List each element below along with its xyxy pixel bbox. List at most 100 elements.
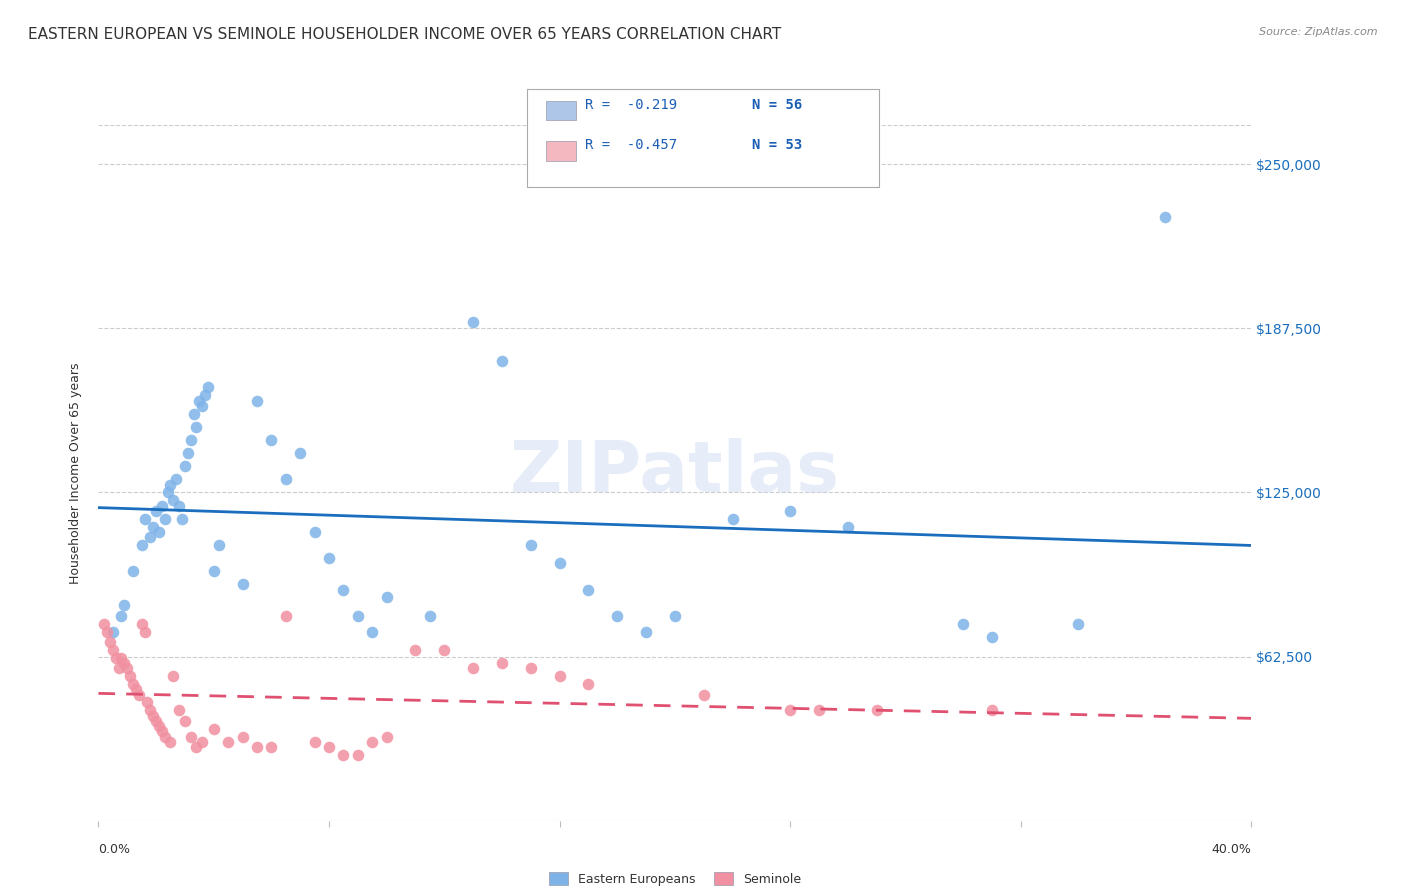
Point (664, 608, 686, 623)
Point (142, 519, 165, 533)
Point (274, 472, 297, 486)
Point (162, 669, 184, 683)
Point (122, 564, 145, 578)
Point (101, 624, 124, 639)
Point (110, 608, 132, 623)
Legend: Eastern Europeans, Seminole: Eastern Europeans, Seminole (544, 867, 806, 891)
Point (128, 688, 150, 702)
Point (180, 730, 202, 744)
Text: Source: ZipAtlas.com: Source: ZipAtlas.com (1260, 27, 1378, 37)
Point (231, 577, 254, 591)
Point (162, 493, 184, 508)
Point (246, 740, 269, 755)
Point (153, 730, 176, 744)
Point (110, 651, 132, 665)
Y-axis label: Householder Income Over 65 years: Householder Income Over 65 years (69, 362, 83, 583)
Point (332, 747, 354, 762)
Point (96, 624, 118, 639)
Point (150, 499, 173, 513)
Point (548, 669, 571, 683)
Point (148, 719, 170, 733)
Point (202, 722, 225, 736)
Point (318, 740, 340, 755)
Point (491, 354, 513, 368)
Point (419, 608, 441, 623)
Point (197, 380, 219, 394)
Point (167, 499, 190, 513)
Point (1067, 616, 1090, 631)
Point (578, 677, 600, 691)
Point (375, 591, 398, 605)
Point (318, 551, 340, 566)
Text: ZIPatlas: ZIPatlas (510, 438, 839, 508)
Point (346, 747, 368, 762)
Point (520, 661, 543, 675)
Point (174, 459, 197, 474)
Point (636, 624, 658, 639)
Point (145, 504, 167, 518)
Point (304, 735, 326, 749)
Point (952, 616, 974, 631)
Point (260, 433, 283, 447)
Point (112, 656, 135, 670)
Text: R =  -0.457: R = -0.457 (585, 138, 678, 152)
Text: N = 53: N = 53 (752, 138, 803, 152)
Point (125, 682, 148, 697)
Point (188, 393, 211, 408)
Point (145, 714, 167, 728)
Point (139, 703, 162, 717)
Point (174, 714, 197, 728)
Point (246, 393, 269, 408)
Point (866, 703, 889, 717)
Point (807, 703, 830, 717)
Point (150, 724, 173, 739)
Point (217, 735, 239, 749)
Text: 0.0%: 0.0% (98, 843, 131, 856)
Point (134, 512, 156, 526)
Point (177, 446, 200, 460)
Point (153, 512, 176, 526)
Point (98, 635, 121, 649)
Point (131, 538, 153, 552)
Point (134, 624, 156, 639)
Point (165, 472, 187, 486)
Text: N = 56: N = 56 (752, 98, 803, 112)
Point (332, 582, 354, 597)
Point (981, 703, 1004, 717)
Point (290, 446, 312, 460)
Point (159, 477, 181, 491)
Point (136, 696, 159, 710)
Point (167, 703, 190, 717)
Point (375, 730, 398, 744)
Point (548, 557, 571, 571)
Point (131, 616, 153, 631)
Point (578, 582, 600, 597)
Point (101, 643, 124, 657)
Point (186, 419, 208, 434)
Point (148, 524, 170, 539)
Point (191, 735, 214, 749)
Point (491, 656, 513, 670)
Text: 40.0%: 40.0% (1212, 843, 1251, 856)
Text: EASTERN EUROPEAN VS SEMINOLE HOUSEHOLDER INCOME OVER 65 YEARS CORRELATION CHART: EASTERN EUROPEAN VS SEMINOLE HOUSEHOLDER… (28, 27, 782, 42)
Point (93, 616, 115, 631)
Point (981, 630, 1004, 644)
Point (461, 661, 484, 675)
Point (520, 538, 543, 552)
Point (693, 688, 716, 702)
Point (112, 599, 135, 613)
Point (159, 735, 181, 749)
Point (274, 608, 297, 623)
Point (107, 661, 129, 675)
Point (721, 512, 744, 526)
Point (142, 708, 165, 723)
Point (104, 651, 127, 665)
Point (837, 519, 859, 533)
Point (156, 485, 179, 500)
Point (361, 735, 384, 749)
Point (208, 538, 231, 552)
Point (183, 407, 205, 421)
Point (186, 740, 208, 755)
Point (779, 504, 801, 518)
Point (194, 388, 217, 402)
